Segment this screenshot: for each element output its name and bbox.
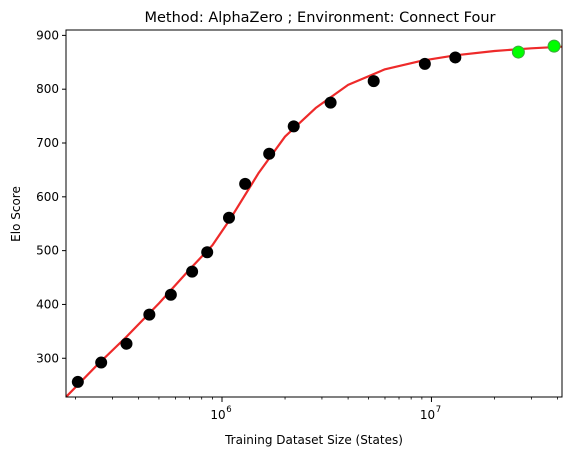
data-point: [263, 147, 276, 160]
y-tick-label: 300: [36, 351, 59, 365]
highlight-point: [511, 45, 525, 59]
plot-area: [66, 39, 562, 397]
x-axis-label: Training Dataset Size (States): [224, 433, 403, 447]
data-point: [239, 177, 252, 190]
fit-curve: [66, 45, 562, 397]
plot-frame: [65, 29, 563, 398]
y-axis-label: Elo Score: [9, 186, 23, 242]
highlight-point: [547, 39, 561, 53]
y-tick-label: 900: [36, 28, 59, 42]
y-tick-label: 600: [36, 190, 59, 204]
chart-title: Method: AlphaZero ; Environment: Connect…: [144, 10, 495, 26]
data-point: [287, 120, 300, 133]
y-tick-label: 700: [36, 136, 59, 150]
x-tick-label-exponent: 6: [226, 405, 231, 415]
data-point: [120, 337, 133, 350]
x-tick-label: 10: [420, 408, 435, 422]
data-point: [143, 308, 156, 321]
data-point: [186, 265, 199, 278]
y-tick-label: 800: [36, 82, 59, 96]
data-point: [71, 375, 84, 388]
data-point: [164, 288, 177, 301]
x-tick-label-exponent: 7: [436, 405, 441, 415]
data-point: [324, 96, 337, 109]
y-tick-label: 500: [36, 244, 59, 258]
data-point: [367, 75, 380, 88]
data-point: [449, 51, 462, 64]
data-point: [95, 356, 108, 369]
data-point: [418, 57, 431, 70]
x-tick-label: 10: [210, 408, 225, 422]
y-tick-label: 400: [36, 297, 59, 311]
data-point: [222, 211, 235, 224]
data-point: [201, 246, 214, 259]
